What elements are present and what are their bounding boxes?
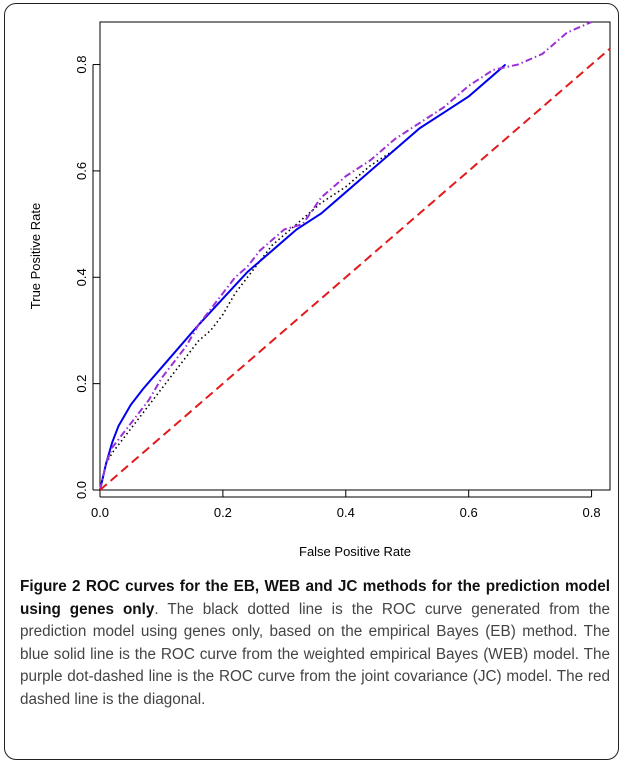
x-tick-label: 0.6 — [460, 505, 478, 520]
y-tick-label: 0.2 — [74, 375, 89, 393]
series-solid-line — [99, 63, 507, 491]
caption-body: . The black dotted line is the ROC curve… — [20, 600, 610, 708]
y-axis-label: True Positive Rate — [28, 203, 43, 309]
roc-chart: 0.0 0.2 0.4 0.6 0.8 0.0 0.2 0.4 0.6 0.8 False Po… — [28, 21, 611, 559]
x-axis-label: False Positive Rate — [299, 544, 411, 559]
x-axis: 0.0 0.2 0.4 0.6 0.8 — [91, 490, 601, 520]
x-tick-label: 0.4 — [337, 505, 355, 520]
figure-caption: Figure 2 ROC curves for the EB, WEB and … — [20, 576, 610, 712]
y-tick-label: 0.8 — [74, 56, 89, 74]
y-tick-label: 0.4 — [74, 268, 89, 286]
series-dotdash-line — [99, 21, 592, 491]
plot-box — [99, 21, 611, 491]
y-axis: 0.0 0.2 0.4 0.6 0.8 — [74, 56, 100, 499]
y-tick-label: 0.0 — [74, 481, 89, 499]
series-dashed-line — [99, 47, 611, 491]
series-dotted-line — [99, 63, 507, 491]
figure-title: ROC curves for the EB, WEB and JC method… — [20, 578, 611, 618]
x-tick-label: 0.2 — [214, 505, 232, 520]
y-tick-label: 0.6 — [74, 162, 89, 180]
figure-label: Figure 2 — [20, 578, 81, 595]
x-tick-label: 0.0 — [91, 505, 109, 520]
series-layer — [99, 21, 611, 491]
x-tick-label: 0.8 — [583, 505, 601, 520]
